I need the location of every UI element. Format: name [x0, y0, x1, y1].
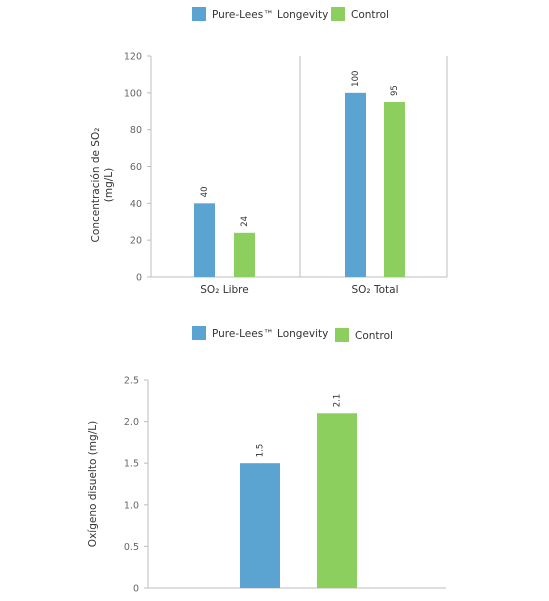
y-axis-label: Oxígeno disuelto (mg/L): [87, 421, 99, 547]
legend-swatch-2: [331, 7, 345, 21]
data-label: 100: [351, 71, 361, 87]
y-axis-label: Concentración de SO₂(mg/L): [90, 128, 115, 243]
bar-control-1: [317, 413, 357, 588]
legend-swatch-2: [335, 328, 349, 342]
y-tick-label: 0: [136, 273, 142, 284]
y-tick-label: 100: [124, 88, 142, 99]
y-tick-label: 0.5: [124, 542, 139, 553]
y-tick-label: 1.5: [124, 459, 139, 470]
y-tick-label: 20: [130, 236, 142, 247]
category-label: SO₂ Total: [352, 284, 399, 296]
y-tick-label: 80: [130, 125, 142, 136]
y-tick-label: 1.0: [124, 500, 139, 511]
data-label: 1.5: [256, 444, 266, 458]
oxygen-chart: Pure-Lees™ Longevity Control 0 0.5 1.0 1.5 2.0…: [87, 326, 446, 595]
bar-control-2: [384, 102, 405, 278]
y-tick-label: 2.5: [124, 376, 139, 387]
data-label: 24: [240, 216, 250, 227]
bar-pure-lees-1: [240, 463, 280, 588]
bar-control-1: [234, 232, 255, 277]
legend-swatch-1: [192, 7, 206, 21]
y-tick-label: 120: [124, 52, 142, 63]
legend-swatch-1: [192, 326, 206, 340]
bar-pure-lees-2: [345, 92, 366, 277]
data-label: 2.1: [333, 394, 343, 408]
legend-label-1: Pure-Lees™ Longevity: [212, 328, 328, 340]
data-label: 40: [200, 187, 210, 198]
legend-label-2: Control: [351, 9, 389, 21]
legend-label-2: Control: [355, 330, 393, 342]
so2-chart: Pure-Lees™ Longevity Control 0 20 40 60 80 100 1…: [90, 7, 448, 296]
data-label: 95: [390, 85, 400, 96]
y-tick-label: 40: [130, 199, 142, 210]
y-tick-label: 2.0: [124, 417, 139, 428]
bar-pure-lees-1: [194, 203, 215, 277]
y-tick-label: 0: [133, 584, 139, 595]
category-label: SO₂ Libre: [200, 284, 248, 296]
legend-label-1: Pure-Lees™ Longevity: [212, 9, 328, 21]
y-tick-label: 60: [130, 162, 142, 173]
